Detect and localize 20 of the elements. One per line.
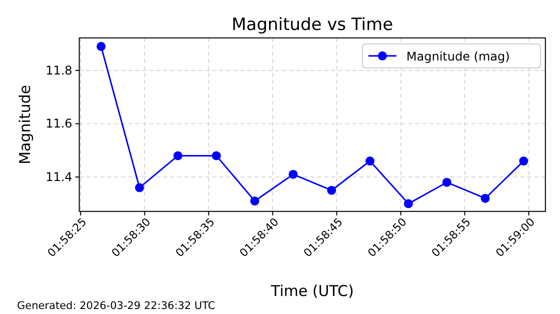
- x-axis-title: Time (UTC): [270, 282, 354, 300]
- legend-label: Magnitude (mag): [406, 49, 510, 64]
- point: [404, 199, 413, 208]
- y-axis-title: Magnitude: [16, 84, 34, 164]
- text: Generated: 2026-03-29 22:36:32 UTC: [17, 300, 216, 312]
- chart-title: Magnitude vs Time: [232, 15, 394, 35]
- point: [480, 194, 490, 203]
- y-tick-label: 11.8: [46, 63, 72, 78]
- point: [519, 156, 528, 166]
- point: [288, 170, 298, 179]
- point: [212, 151, 221, 160]
- point: [96, 42, 106, 51]
- point: [250, 196, 260, 206]
- point: [135, 183, 144, 192]
- y-tick-label: 11.4: [46, 170, 72, 184]
- point: [442, 178, 452, 187]
- point: [173, 151, 182, 160]
- point: [327, 186, 336, 195]
- y-tick-label: 11.6: [46, 116, 72, 131]
- point: [365, 156, 374, 166]
